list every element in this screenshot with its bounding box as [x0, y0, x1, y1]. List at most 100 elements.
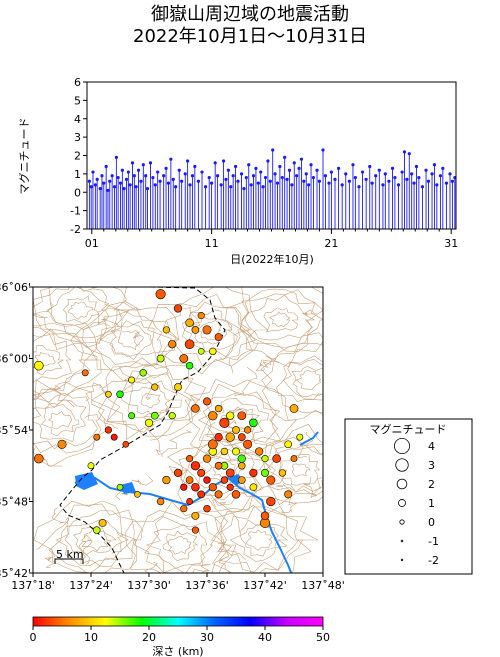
event-106	[357, 185, 361, 229]
event-116	[390, 166, 395, 229]
contour-line	[168, 536, 192, 555]
magnitude-tick-label: 4	[74, 113, 81, 126]
epicenter-56	[81, 369, 89, 377]
epicenter-52	[57, 439, 67, 449]
contour-line	[303, 476, 318, 498]
epicenter-33	[134, 491, 141, 498]
contour-line	[295, 370, 322, 391]
event-98	[329, 170, 334, 229]
magnitude-tick-label: 1	[74, 168, 81, 181]
day-tick-label: 11	[205, 237, 219, 250]
contour-line	[33, 328, 86, 394]
event-79	[280, 175, 284, 229]
contour-line	[33, 322, 102, 409]
colorbar-gradient	[32, 616, 324, 627]
event-97	[327, 181, 331, 229]
contour-line	[33, 327, 98, 398]
event-43	[186, 159, 190, 229]
contour-line	[211, 504, 300, 573]
legend-entry-label: 4	[428, 440, 435, 453]
epicenter-18	[87, 462, 95, 470]
longitude-tick-label: 137˚48'	[301, 579, 345, 592]
event-61	[236, 179, 240, 229]
epicenter-5	[150, 411, 159, 420]
event-64	[244, 175, 248, 229]
contour-line	[283, 358, 323, 401]
event-67	[251, 174, 256, 229]
contour-line	[33, 392, 98, 450]
epicenter-90	[249, 468, 258, 478]
event-50	[207, 175, 211, 229]
contour-line	[291, 463, 311, 477]
epicenter-87	[266, 496, 276, 507]
event-118	[396, 183, 401, 229]
contour-line	[33, 334, 72, 383]
contour-line	[147, 287, 269, 375]
contour-line	[133, 510, 230, 573]
event-series	[87, 148, 456, 229]
event-112	[377, 168, 381, 229]
event-107	[360, 170, 365, 229]
epicenter-34	[98, 518, 107, 527]
contour-line	[259, 355, 277, 369]
contour-line	[78, 539, 92, 565]
epicenter-65	[34, 453, 44, 464]
contour-line	[197, 564, 211, 573]
epicenter-31	[232, 426, 240, 434]
contour-line	[33, 399, 87, 443]
event-83	[290, 183, 294, 229]
legend-entry-label: 3	[428, 459, 435, 472]
river-branch	[299, 431, 319, 446]
legend-title: マグニチュード	[370, 422, 447, 436]
contour-line	[229, 519, 289, 562]
epicenter-20	[34, 360, 44, 371]
contour-line	[291, 365, 323, 398]
epicenter-89	[214, 433, 223, 442]
event-114	[383, 172, 387, 229]
epicenter-91	[190, 461, 201, 471]
event-81	[285, 177, 289, 229]
event-87	[299, 157, 304, 229]
event-120	[402, 150, 407, 229]
event-85	[295, 174, 299, 229]
epicenters	[34, 289, 304, 534]
contour-line	[100, 320, 156, 361]
contour-line	[183, 307, 201, 329]
colorbar-label: 深さ (km)	[152, 645, 203, 657]
event-19	[126, 170, 130, 229]
epicenter-32	[278, 469, 287, 477]
magnitude-axis-label: マグニチュード	[17, 118, 31, 195]
legend-symbol	[396, 478, 408, 490]
event-90	[307, 183, 311, 229]
contour-line	[150, 438, 163, 458]
scale-bar-label: 5 km	[56, 548, 84, 561]
event-127	[420, 185, 425, 229]
epicenter-4	[237, 454, 246, 463]
contour-line	[64, 519, 129, 567]
event-36	[166, 181, 171, 229]
epicenter-69	[237, 411, 247, 421]
event-96	[323, 174, 328, 229]
contour-line	[214, 498, 240, 533]
epicenter-85	[220, 476, 229, 484]
epicenter-43	[162, 475, 171, 485]
contour-line	[260, 332, 323, 422]
event-37	[169, 157, 173, 229]
event-115	[387, 179, 391, 229]
epicenter-54	[202, 325, 212, 335]
legend-entry-label: 2	[428, 478, 435, 491]
event-113	[381, 183, 385, 229]
event-71	[261, 185, 265, 229]
contour-line	[182, 301, 247, 358]
contour-line	[245, 529, 273, 551]
longitude-tick-label: 137˚24'	[69, 579, 113, 592]
legend-entry-label: -2	[428, 554, 439, 567]
epicenter-49	[202, 454, 212, 463]
legend-symbol	[395, 458, 409, 472]
event-30	[151, 175, 155, 229]
epicenter-21	[226, 411, 235, 420]
latitude-tick-label: 36˚06'	[0, 281, 31, 294]
day-axis-label: 日(2022年10月)	[230, 252, 314, 266]
legend-symbol	[393, 437, 410, 454]
event-75	[271, 148, 275, 229]
